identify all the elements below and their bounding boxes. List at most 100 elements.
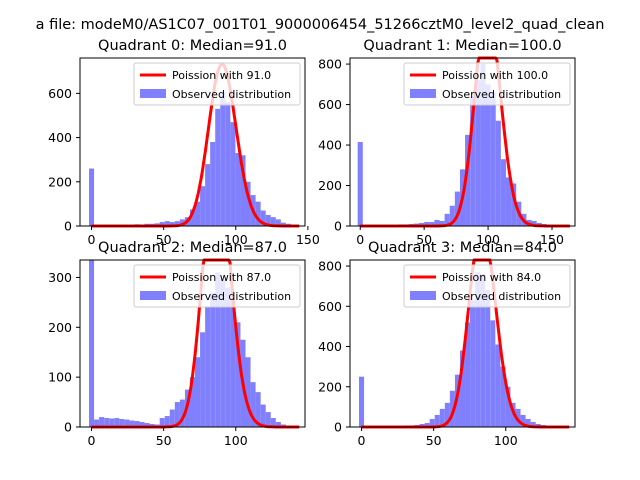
- legend-bar-swatch: [140, 89, 166, 98]
- histogram-bar: [144, 423, 150, 427]
- histogram-bar: [205, 164, 211, 226]
- histogram-bar: [465, 322, 471, 427]
- histogram-bar: [359, 376, 365, 427]
- histogram-bar: [89, 260, 95, 427]
- histogram-bar: [210, 142, 216, 226]
- histogram-bar: [429, 221, 435, 226]
- y-tick-label: 0: [334, 219, 342, 234]
- legend-entry-observed: Observed distribution: [172, 88, 291, 101]
- figure-suptitle: a file: modeM0/AS1C07_001T01_9000006454_…: [36, 17, 605, 33]
- histogram-bar: [357, 142, 363, 226]
- histogram-bar: [465, 134, 471, 226]
- subplot-title: Quadrant 0: Median=91.0: [98, 38, 287, 54]
- x-tick-label: 100: [476, 232, 500, 247]
- histogram-bar: [434, 414, 440, 427]
- histogram-bar: [94, 419, 100, 427]
- y-tick-label: 600: [318, 97, 342, 112]
- histogram-bar: [225, 287, 231, 427]
- histogram-bar: [205, 307, 211, 427]
- histogram-bar: [240, 155, 246, 226]
- legend-entry-poisson: Poission with 84.0: [442, 271, 541, 284]
- histogram-bar: [164, 416, 170, 427]
- histogram-bar: [169, 222, 175, 226]
- histogram-bar: [109, 418, 115, 427]
- histogram-bar: [220, 92, 226, 227]
- histogram-bar: [195, 201, 201, 226]
- x-tick-label: 0: [88, 433, 96, 448]
- x-tick-label: 150: [296, 232, 320, 247]
- histogram-bar: [200, 186, 206, 226]
- legend-bar-swatch: [140, 291, 166, 300]
- histogram-bar: [159, 222, 165, 226]
- y-tick-label: 200: [48, 174, 72, 189]
- legend: Poission with 84.0 Observed distribution: [403, 264, 571, 308]
- legend-bar-swatch: [410, 291, 436, 300]
- subplot-3: 0 50 100 0 200 400 600 800 Quadrant 3: Median=84…: [318, 240, 576, 448]
- histogram-bar: [275, 422, 281, 427]
- histogram-bar: [270, 217, 276, 226]
- y-tick-label: 0: [64, 219, 72, 234]
- legend: Poission with 100.0 Observed distribution: [403, 62, 571, 106]
- histogram-bar: [119, 419, 125, 427]
- histogram-bar: [470, 300, 476, 427]
- histogram-bar: [434, 219, 440, 226]
- histogram-bar: [531, 220, 537, 226]
- histogram-bar: [124, 419, 130, 427]
- histogram-bar: [485, 84, 491, 226]
- histogram-bar: [424, 221, 430, 226]
- histogram-bar: [505, 177, 512, 226]
- y-tick-label: 400: [48, 130, 72, 145]
- legend-entry-observed: Observed distribution: [442, 290, 561, 303]
- histogram-bar: [500, 159, 506, 226]
- histogram-bar: [255, 201, 261, 226]
- legend-entry-observed: Observed distribution: [172, 290, 291, 303]
- histogram-bar: [265, 412, 271, 427]
- histogram-bar: [114, 418, 120, 427]
- subplot-0: 0 50 100 150 0 200 400 600 Quadrant 0: Median=91…: [48, 38, 320, 247]
- histogram-bar: [245, 181, 251, 226]
- histogram-bar: [511, 183, 517, 226]
- histogram-bar: [449, 390, 455, 427]
- legend-box: [133, 62, 301, 106]
- histogram-bar: [260, 210, 266, 226]
- legend-box: [403, 264, 571, 308]
- y-tick-label: 400: [318, 138, 342, 153]
- legend: Poission with 87.0 Observed distribution: [133, 264, 301, 308]
- histogram-bar: [174, 221, 180, 226]
- histogram-bar: [179, 219, 185, 226]
- x-tick-label: 50: [416, 232, 432, 247]
- histogram-bar: [444, 213, 450, 226]
- histogram-bar: [495, 344, 501, 427]
- histogram-bar: [235, 153, 241, 226]
- histogram-bar: [419, 222, 425, 226]
- histogram-bar: [449, 205, 455, 226]
- histogram-bar: [220, 279, 226, 427]
- histogram-bar: [200, 332, 206, 427]
- histogram-bar: [215, 108, 221, 226]
- histogram-bar: [475, 80, 481, 226]
- histogram-bar: [255, 392, 261, 427]
- x-tick-label: 100: [494, 433, 518, 448]
- histogram-bar: [525, 418, 531, 427]
- histogram-bar: [159, 418, 165, 427]
- histogram-bar: [99, 417, 105, 427]
- y-tick-label: 400: [318, 339, 342, 354]
- x-tick-label: 0: [356, 232, 364, 247]
- histogram-bar: [270, 418, 276, 427]
- histogram-bar: [245, 357, 251, 427]
- histogram-bar: [139, 422, 145, 427]
- axes-frame: [79, 259, 306, 428]
- histogram-bar: [500, 366, 506, 427]
- axes-frame: [349, 259, 576, 428]
- histogram-bar: [419, 423, 425, 427]
- x-tick-label: 0: [358, 433, 366, 448]
- histogram-bar: [129, 420, 135, 427]
- histogram-bar: [250, 382, 256, 427]
- histogram-bar: [89, 168, 95, 226]
- legend-box: [133, 264, 301, 308]
- histogram-bar: [169, 409, 175, 427]
- legend: Poission with 91.0 Observed distribution: [133, 62, 301, 106]
- subplot-1: 0 50 100 150 0 200 400 600 800 Quadrant 1: Median…: [318, 38, 576, 247]
- histogram-bar: [459, 350, 466, 427]
